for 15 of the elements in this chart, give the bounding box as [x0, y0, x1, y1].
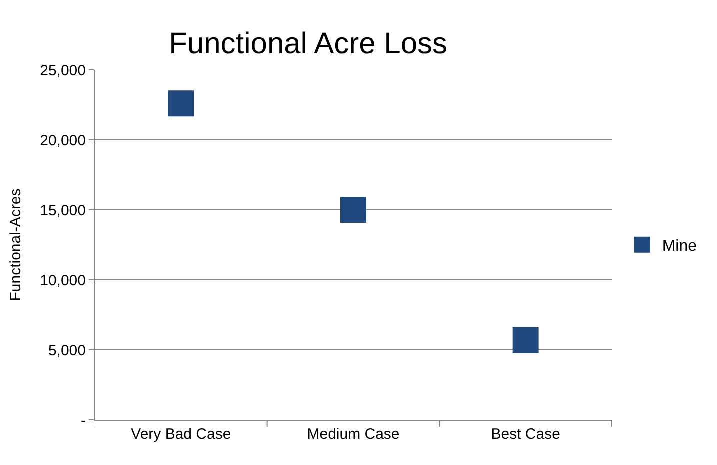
- point: [168, 90, 194, 117]
- x-tick-label: Best Case: [491, 426, 560, 443]
- y-tick-label: -: [81, 412, 86, 430]
- y-tick-label: 10,000: [40, 272, 86, 290]
- chart-title: Functional Acre Loss: [169, 28, 448, 61]
- y-tick-label: 25,000: [40, 62, 86, 80]
- y-axis-title: Functional-Acres: [7, 188, 24, 302]
- point: [512, 327, 539, 354]
- legend-label: Mine: [662, 238, 698, 256]
- y-tick-label: 5,000: [48, 342, 86, 360]
- x-tick-label: Very Bad Case: [131, 426, 232, 443]
- point: [340, 197, 366, 223]
- x-tick-label: Medium Case: [307, 426, 400, 443]
- y-tick-label: 20,000: [40, 132, 86, 150]
- y-tick-label: 15,000: [40, 202, 86, 220]
